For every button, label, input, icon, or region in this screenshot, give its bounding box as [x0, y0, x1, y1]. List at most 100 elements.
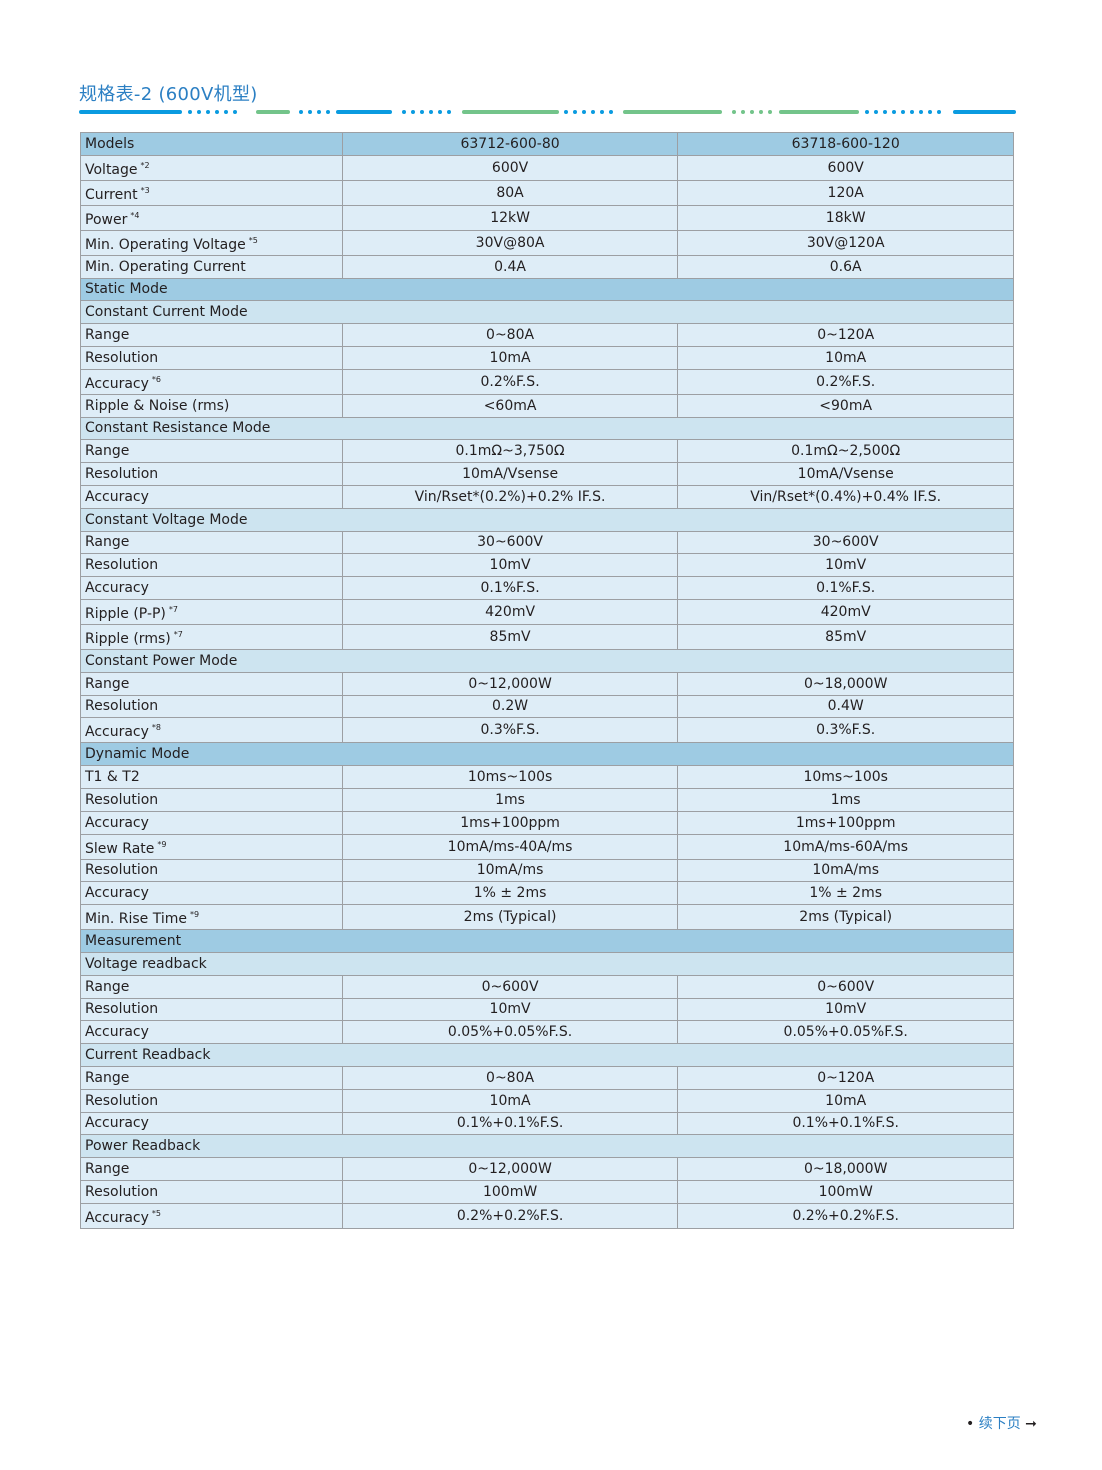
value-63718-600-120: 0.4W	[677, 694, 1014, 719]
row-label-text: Accuracy	[85, 580, 149, 597]
row-label: Accuracy	[80, 1020, 343, 1045]
value-63712-600-80: 0.1mΩ~3,750Ω	[341, 439, 679, 464]
row-label: Resolution	[80, 858, 343, 883]
value-63712-600-80: 0~80A	[341, 323, 679, 347]
row-label: Resolution	[80, 1088, 343, 1113]
table-row: Accuracy 0.1%+0.1%F.S. 0.1%+0.1%F.S.	[80, 1111, 1014, 1136]
value-63712-600-80: 63712-600-80	[341, 132, 679, 156]
row-label: T1 & T2	[80, 765, 343, 789]
value-63712-600-80: <60mA	[341, 393, 679, 418]
continued-next-page[interactable]: • 续下页 ➞	[966, 1413, 1037, 1433]
table-row: Current *3 80A 120A	[80, 179, 1014, 206]
row-label: Ripple (P-P) *7	[80, 598, 343, 625]
divider-dot	[901, 110, 905, 114]
divider-dot	[892, 110, 896, 114]
divider-dot	[215, 110, 219, 114]
row-label: Current *3	[80, 179, 343, 206]
row-label: Constant Current Mode	[80, 300, 1014, 325]
value-63712-600-80: 10mA/ms	[341, 858, 679, 883]
row-label-text: Range	[85, 1069, 130, 1086]
table-row: Min. Operating Voltage *5 30V@80A 30V@120A	[80, 229, 1014, 256]
divider-dot	[865, 110, 869, 114]
row-label-text: Resolution	[85, 349, 159, 366]
row-label-text: Accuracy	[85, 1209, 149, 1226]
row-label: Resolution	[80, 787, 343, 812]
row-label: Constant Power Mode	[80, 648, 1014, 673]
row-label: Slew Rate *9	[80, 833, 343, 860]
value-63718-600-120: 10mA/ms-60A/ms	[677, 833, 1014, 860]
row-label: Resolution	[80, 462, 343, 486]
row-label-text: Resolution	[85, 1183, 159, 1200]
value-63718-600-120: 1ms+100ppm	[677, 810, 1014, 835]
divider-dot	[206, 110, 210, 114]
row-label: Voltage *2	[80, 154, 343, 181]
value-63712-600-80: 0.1%+0.1%F.S.	[341, 1111, 679, 1136]
table-row: Resolution 10mV 10mV	[80, 553, 1014, 578]
value-63718-600-120: 0.3%F.S.	[677, 717, 1014, 744]
table-row: Accuracy 0.1%F.S. 0.1%F.S.	[80, 576, 1014, 600]
table-row: Range 30~600V 30~600V	[80, 530, 1014, 555]
value-63712-600-80: 0.3%F.S.	[341, 717, 679, 744]
value-63718-600-120: 1ms	[677, 787, 1014, 812]
subsection-row: Constant Resistance Mode	[80, 416, 1014, 441]
row-label: Dynamic Mode	[80, 742, 1014, 767]
value-63718-600-120: 10mA	[677, 345, 1014, 370]
row-label: Accuracy	[80, 576, 343, 600]
value-63718-600-120: 420mV	[677, 598, 1014, 625]
row-label: Accuracy	[80, 810, 343, 835]
table-row: Accuracy 0.05%+0.05%F.S. 0.05%+0.05%F.S.	[80, 1020, 1014, 1045]
table-row: Resolution 0.2W 0.4W	[80, 694, 1014, 719]
section-header-row: Dynamic Mode	[80, 742, 1014, 767]
section-header-row: Static Mode	[80, 277, 1014, 302]
value-63718-600-120: 30~600V	[677, 530, 1014, 555]
row-label-text: Power Readback	[85, 1138, 201, 1155]
subsection-row: Constant Power Mode	[80, 648, 1014, 673]
row-label-text: Resolution	[85, 862, 159, 879]
value-63718-600-120: 0.1%+0.1%F.S.	[677, 1111, 1014, 1136]
table-row: Resolution 10mV 10mV	[80, 997, 1014, 1022]
row-label-text: Voltage readback	[85, 955, 207, 972]
row-label: Range	[80, 323, 343, 347]
row-label-text: Accuracy	[85, 1024, 149, 1041]
divider-dot	[768, 110, 772, 114]
row-label: Range	[80, 530, 343, 555]
divider-dot	[750, 110, 754, 114]
footnote-marker: *2	[140, 160, 150, 170]
row-label: Accuracy *6	[80, 368, 343, 395]
table-row: Range 0~80A 0~120A	[80, 323, 1014, 347]
value-63712-600-80: 0.2%F.S.	[341, 368, 679, 395]
row-label: Resolution	[80, 694, 343, 719]
row-label: Ripple & Noise (rms)	[80, 393, 343, 418]
row-label: Range	[80, 1065, 343, 1090]
value-63712-600-80: 0.2%+0.2%F.S.	[341, 1202, 679, 1229]
value-63712-600-80: 0.1%F.S.	[341, 576, 679, 600]
divider-dot	[429, 110, 433, 114]
footnote-marker: *4	[130, 210, 140, 220]
divider-dot	[600, 110, 604, 114]
row-label-text: Constant Current Mode	[85, 304, 248, 321]
value-63712-600-80: 0.2W	[341, 694, 679, 719]
subsection-row: Constant Voltage Mode	[80, 507, 1014, 532]
row-label: Resolution	[80, 345, 343, 370]
divider-dot	[741, 110, 745, 114]
value-63712-600-80: 100mW	[341, 1179, 679, 1204]
row-label: Range	[80, 439, 343, 464]
row-label-text: Constant Voltage Mode	[85, 511, 248, 528]
subsection-row: Constant Current Mode	[80, 300, 1014, 325]
value-63712-600-80: 10mA/ms-40A/ms	[341, 833, 679, 860]
row-label: Range	[80, 671, 343, 696]
divider-dot	[224, 110, 228, 114]
row-label: Voltage readback	[80, 951, 1014, 976]
value-63712-600-80: 0~80A	[341, 1065, 679, 1090]
table-row: Accuracy 1ms+100ppm 1ms+100ppm	[80, 810, 1014, 835]
footnote-marker: *3	[140, 185, 150, 195]
value-63718-600-120: 10mA/ms	[677, 858, 1014, 883]
value-63718-600-120: 0.1%F.S.	[677, 576, 1014, 600]
value-63718-600-120: 0.1mΩ~2,500Ω	[677, 439, 1014, 464]
divider-dot	[874, 110, 878, 114]
value-63712-600-80: 10mV	[341, 553, 679, 578]
arrow-right-icon: ➞	[1025, 1416, 1037, 1432]
row-label-text: Accuracy	[85, 375, 149, 392]
value-63712-600-80: 2ms (Typical)	[341, 904, 679, 931]
footnote-marker: *9	[157, 839, 167, 849]
